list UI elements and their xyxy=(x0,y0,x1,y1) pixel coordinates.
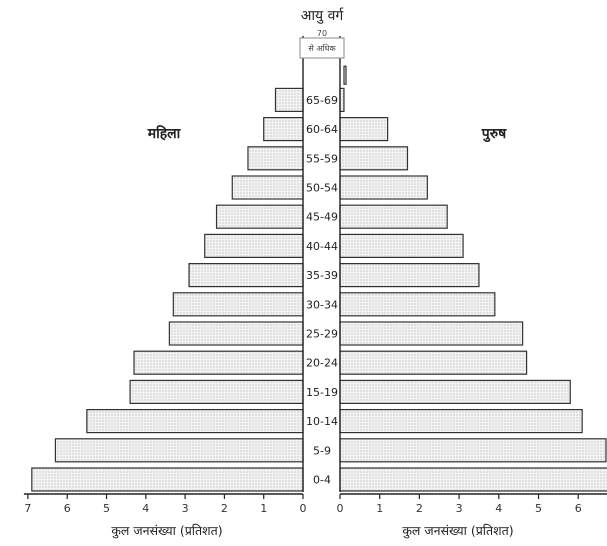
age-label-5-9: 5-9 xyxy=(313,444,331,457)
male-tick-label-2: 2 xyxy=(416,502,423,515)
male-tick-label-1: 1 xyxy=(376,502,383,515)
male-x-axis: 0 1 2 3 4 5 6 xyxy=(337,493,607,515)
female-bar-10-14 xyxy=(86,409,304,434)
age-label-40-44: 40-44 xyxy=(306,240,338,253)
female-bar-20-24 xyxy=(133,350,304,375)
female-tick-label-5: 5 xyxy=(103,502,110,515)
male-bar-40-44 xyxy=(339,233,464,258)
female-tick-label-7: 7 xyxy=(24,502,31,515)
female-bar-25-29 xyxy=(168,321,304,346)
female-bar-50-54 xyxy=(231,175,304,200)
male-tick-label-5: 5 xyxy=(535,502,542,515)
age-label-65-69: 65-69 xyxy=(306,94,338,107)
female-tick-label-3: 3 xyxy=(182,502,189,515)
male-bar-55-59 xyxy=(339,146,409,171)
male-bar-60-64 xyxy=(339,116,389,142)
male-bar-30-34 xyxy=(339,292,496,317)
age-label-30-34: 30-34 xyxy=(306,298,338,311)
male-label: पुरुष xyxy=(481,126,507,143)
male-bar-35-39 xyxy=(339,263,480,288)
age-label-15-19: 15-19 xyxy=(306,386,338,399)
female-tick-label-2: 2 xyxy=(221,502,228,515)
female-x-axis-label: कुल जनसंख्या (प्रतिशत) xyxy=(111,523,222,539)
female-tick-label-0: 0 xyxy=(300,502,307,515)
age-label-0-4: 0-4 xyxy=(313,474,331,487)
female-bar-35-39 xyxy=(188,263,304,288)
age-label-45-49: 45-49 xyxy=(306,211,338,224)
top-age-suffix: से अधिक xyxy=(308,43,336,53)
age-label-50-54: 50-54 xyxy=(306,182,338,195)
female-bar-30-34 xyxy=(172,292,304,317)
top-age-box: 70 से अधिक xyxy=(299,29,345,59)
male-bar-70-plus xyxy=(343,65,347,85)
male-tick-label-3: 3 xyxy=(456,502,463,515)
chart-title: आयु वर्ग xyxy=(301,7,345,24)
female-bar-15-19 xyxy=(129,379,304,404)
male-x-axis-label: कुल जनसंख्या (प्रतिशत) xyxy=(402,523,513,539)
female-bar-5-9 xyxy=(54,438,304,463)
female-bar-60-64 xyxy=(263,116,304,142)
male-tick-label-4: 4 xyxy=(495,502,502,515)
female-bars xyxy=(31,87,304,492)
female-tick-label-1: 1 xyxy=(260,502,267,515)
female-bar-65-69 xyxy=(274,87,304,113)
female-x-axis: 7 6 5 4 3 2 1 0 xyxy=(23,493,307,515)
male-bar-45-49 xyxy=(339,204,448,229)
age-label-55-59: 55-59 xyxy=(306,152,338,165)
male-tick-label-0: 0 xyxy=(337,502,344,515)
female-tick-label-6: 6 xyxy=(64,502,71,515)
age-label-35-39: 35-39 xyxy=(306,269,338,282)
male-bar-50-54 xyxy=(339,175,428,200)
male-bar-25-29 xyxy=(339,321,524,346)
male-bar-10-14 xyxy=(339,409,583,434)
male-bars xyxy=(339,65,607,492)
male-bar-20-24 xyxy=(339,350,528,375)
male-bar-15-19 xyxy=(339,379,571,404)
top-age-value: 70 xyxy=(317,29,327,38)
female-bar-45-49 xyxy=(215,204,304,229)
age-label-20-24: 20-24 xyxy=(306,357,338,370)
female-label: महिला xyxy=(147,125,182,142)
male-bar-5-9 xyxy=(339,438,607,463)
male-bar-0-4 xyxy=(339,467,607,492)
female-bar-0-4 xyxy=(31,467,304,492)
age-label-10-14: 10-14 xyxy=(306,415,338,428)
age-label-60-64: 60-64 xyxy=(306,123,338,136)
male-tick-label-6: 6 xyxy=(575,502,582,515)
female-bar-40-44 xyxy=(204,233,304,258)
female-tick-label-4: 4 xyxy=(142,502,149,515)
female-bar-55-59 xyxy=(247,146,304,171)
age-group-labels: 0-4 5-9 10-14 15-19 20-24 25-29 30-34 35-39 40-4… xyxy=(306,94,338,487)
age-label-25-29: 25-29 xyxy=(306,328,338,341)
